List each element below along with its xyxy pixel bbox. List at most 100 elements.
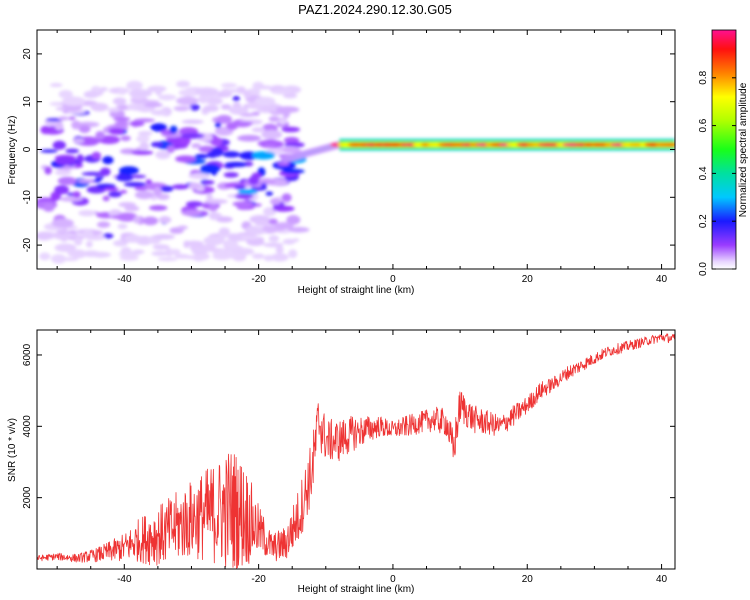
noise-blob (57, 116, 69, 121)
noise-blob (82, 229, 94, 239)
noise-blob (130, 174, 147, 179)
x-tick-label: 20 (522, 274, 534, 285)
noise-blob (268, 235, 280, 243)
noise-blob (96, 221, 111, 228)
noise-blob (227, 89, 240, 93)
noise-blob (134, 186, 149, 191)
noise-blob (124, 234, 142, 243)
noise-blob (274, 222, 294, 230)
noise-blob (215, 121, 222, 129)
heatmap-ylabel: Frequency (Hz) (7, 116, 18, 185)
noise-blob (185, 201, 203, 208)
noise-blob (151, 251, 170, 257)
noise-blob (74, 236, 83, 246)
noise-blob (150, 123, 168, 132)
noise-blob (292, 238, 300, 242)
noise-blob (188, 182, 202, 190)
noise-blob (281, 168, 305, 174)
noise-blob (49, 83, 63, 88)
noise-blob (261, 129, 283, 140)
noise-blob (91, 151, 102, 160)
colorbar-gradient (711, 29, 737, 270)
noise-blob (99, 87, 108, 92)
y-tick-label: 4000 (22, 415, 33, 438)
noise-blob (234, 194, 254, 199)
noise-blob (107, 107, 121, 113)
noise-blob (267, 218, 278, 225)
noise-blob (258, 178, 276, 185)
noise-blob (154, 86, 163, 96)
noise-blob (251, 253, 265, 260)
noise-blob (72, 138, 85, 144)
noise-blob (260, 183, 267, 188)
noise-blob (210, 147, 224, 157)
noise-blob (188, 172, 211, 179)
noise-blob (243, 90, 252, 99)
noise-blob (176, 96, 199, 106)
noise-blob (85, 240, 93, 248)
noise-blob (177, 225, 189, 230)
noise-blob (234, 185, 246, 190)
noise-blob (254, 96, 276, 106)
noise-blob (129, 120, 145, 127)
heatmap-ticks: -40 -20 0 20 40 -20 -10 0 10 20 (22, 30, 675, 285)
noise-blob (222, 151, 241, 158)
x-tick-label: -20 (251, 274, 266, 285)
noise-blob (152, 234, 175, 240)
noise-blob (275, 246, 284, 254)
noise-blob (181, 119, 204, 124)
colorbar-tick-label: 0.6 (698, 118, 709, 132)
signal-ridge-core (661, 142, 675, 147)
y-tick-label: 20 (22, 48, 33, 60)
noise-blob (51, 218, 74, 228)
noise-blob (216, 114, 233, 124)
noise-blob (112, 97, 127, 105)
noise-blob (78, 209, 96, 217)
noise-blob (54, 122, 64, 131)
y-tick-label: 2000 (22, 486, 33, 509)
noise-blob (235, 86, 247, 94)
x-tick-label: 40 (656, 574, 668, 585)
noise-blob (153, 187, 162, 197)
noise-blob (123, 181, 147, 187)
noise-blob (208, 204, 218, 212)
noise-blob (62, 257, 79, 261)
noise-blob (145, 179, 152, 184)
noise-blob (287, 226, 310, 233)
noise-blob (281, 126, 301, 133)
noise-blob (201, 211, 208, 216)
noise-blob (59, 196, 83, 202)
y-tick-label: -20 (22, 237, 33, 252)
snr-xlabel: Height of straight line (km) (298, 584, 415, 595)
noise-blob (228, 106, 249, 115)
noise-blob (70, 249, 87, 259)
noise-blob (208, 211, 220, 220)
noise-blob (284, 141, 305, 148)
noise-blob (115, 173, 134, 182)
noise-blob (152, 244, 170, 250)
noise-blob (181, 209, 204, 216)
noise-blob (133, 215, 141, 224)
heatmap-cells (37, 80, 675, 264)
noise-blob (83, 90, 100, 99)
noise-blob (231, 248, 255, 256)
noise-blob (158, 216, 172, 224)
noise-blob (283, 136, 300, 144)
noise-blob (277, 162, 290, 166)
y-tick-label: 10 (22, 96, 33, 108)
noise-blob (220, 104, 232, 110)
noise-blob (248, 175, 260, 186)
noise-blob (155, 150, 171, 160)
noise-blob (134, 190, 154, 200)
noise-blob (286, 215, 301, 225)
noise-blob (136, 135, 150, 143)
noise-blob (169, 125, 178, 134)
noise-blob (193, 256, 205, 262)
noise-blob (204, 199, 228, 205)
noise-blob (288, 249, 298, 259)
noise-blob (278, 117, 288, 125)
noise-blob (176, 80, 191, 88)
noise-blob (143, 102, 163, 108)
noise-blob (203, 236, 225, 246)
